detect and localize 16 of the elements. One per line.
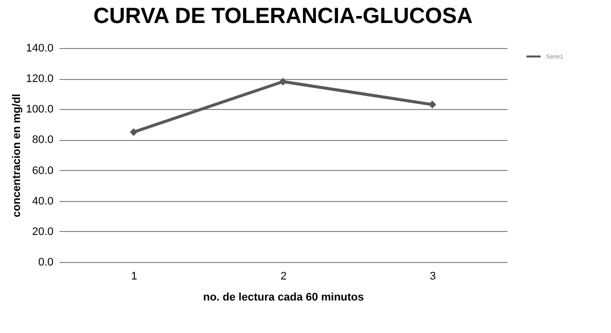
y-axis-title: concentracion en mg/dl <box>10 94 23 218</box>
y-tick-label: 140.0 <box>26 42 54 54</box>
y-tick-label: 120.0 <box>26 73 54 86</box>
y-tick-label: 80.0 <box>32 134 54 146</box>
x-tick-label: 3 <box>430 270 436 282</box>
y-tick-label: 40.0 <box>32 195 54 208</box>
x-tick-label: 2 <box>280 270 287 282</box>
chart-title: CURVA DE TOLERANCIA-GLUCOSA <box>93 3 473 28</box>
x-axis-title: no. de lectura cada 60 minutos <box>203 292 364 304</box>
y-tick-label: 0.0 <box>38 256 54 268</box>
y-tick-label: 60.0 <box>32 164 54 177</box>
x-tick-label: 1 <box>131 270 138 282</box>
y-tick-label: 20.0 <box>32 226 54 238</box>
point <box>279 78 287 86</box>
point <box>130 128 138 136</box>
y-tick-label: 100.0 <box>26 104 54 116</box>
